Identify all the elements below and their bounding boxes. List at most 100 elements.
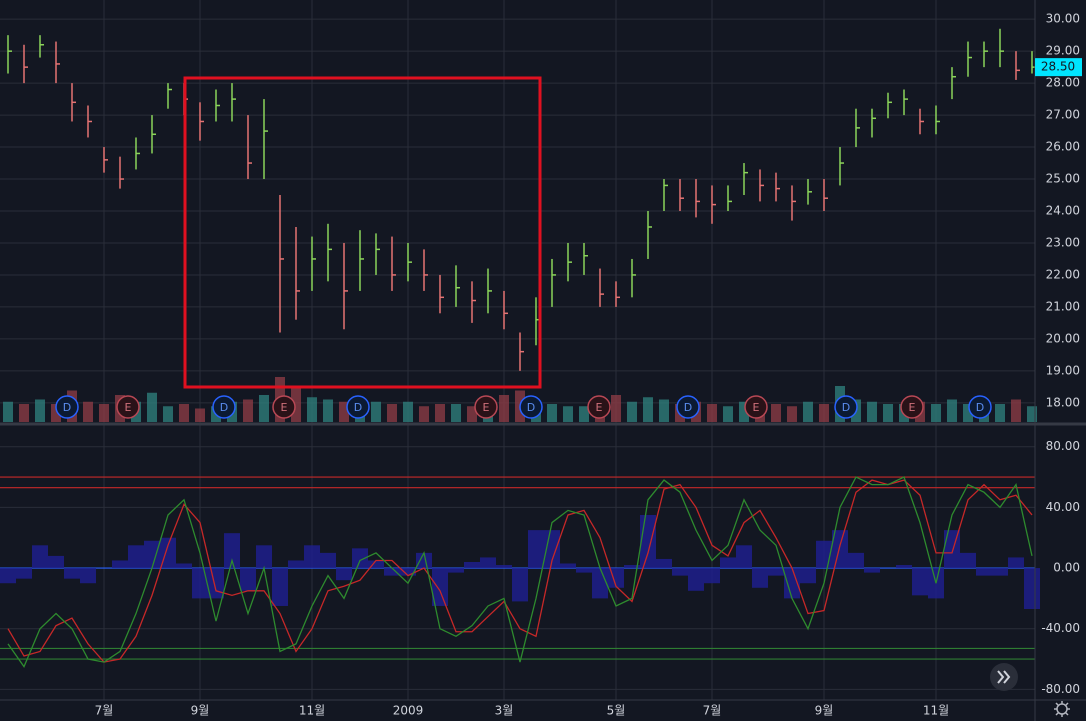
volume-bar bbox=[259, 395, 269, 422]
event-label: D bbox=[63, 401, 71, 414]
volume-bar bbox=[659, 399, 669, 422]
volume-bar bbox=[99, 404, 109, 422]
event-label: E bbox=[596, 401, 603, 414]
y-tick-label: 30.00 bbox=[1046, 12, 1080, 26]
volume-bar bbox=[739, 401, 749, 422]
y2-tick-label: 0.00 bbox=[1053, 561, 1080, 575]
volume-bar bbox=[179, 404, 189, 422]
histogram-bar bbox=[688, 568, 704, 591]
histogram-bar bbox=[656, 558, 672, 569]
event-label: D bbox=[842, 401, 850, 414]
histogram-bar bbox=[144, 540, 160, 569]
volume-bar bbox=[611, 395, 621, 422]
volume-bar bbox=[883, 404, 893, 422]
event-badge bbox=[116, 395, 140, 419]
histogram-bar bbox=[384, 568, 400, 576]
x-tick-label: 5월 bbox=[607, 704, 626, 718]
event-label: D bbox=[354, 401, 362, 414]
volume-bar bbox=[579, 406, 589, 422]
event-badge bbox=[900, 395, 924, 419]
event-badge bbox=[519, 395, 543, 419]
event-label: E bbox=[753, 401, 760, 414]
y-tick-label: 19.00 bbox=[1046, 363, 1080, 377]
event-badge bbox=[272, 395, 296, 419]
highlight-box bbox=[183, 76, 542, 389]
histogram-bar bbox=[592, 568, 608, 599]
volume-bar bbox=[323, 399, 333, 422]
event-badge bbox=[744, 395, 768, 419]
histogram-bar bbox=[80, 568, 96, 584]
histogram-bar bbox=[128, 545, 144, 569]
histogram-bar bbox=[720, 557, 736, 569]
volume-bar bbox=[1011, 399, 1021, 422]
volume-bar bbox=[435, 404, 445, 422]
event-label: E bbox=[281, 401, 288, 414]
event-label: D bbox=[684, 401, 692, 414]
volume-bar bbox=[307, 397, 317, 422]
histogram-bar bbox=[192, 568, 208, 599]
histogram-bar bbox=[432, 568, 448, 606]
x-tick-label: 2009 bbox=[393, 704, 424, 718]
volume-bar bbox=[35, 399, 45, 422]
histogram-bar bbox=[784, 568, 800, 599]
histogram-bar bbox=[528, 530, 544, 569]
settings-button[interactable] bbox=[1054, 701, 1070, 717]
histogram-bar bbox=[560, 563, 576, 569]
scroll-button[interactable] bbox=[990, 663, 1018, 691]
volume-bar bbox=[1027, 406, 1037, 422]
histogram-bar bbox=[800, 568, 816, 584]
histogram-bar bbox=[368, 560, 384, 569]
x-tick-label: 9월 bbox=[815, 704, 834, 718]
volume-bar bbox=[867, 401, 877, 422]
histogram-bar bbox=[288, 560, 304, 569]
x-tick-label: 3월 bbox=[495, 704, 514, 718]
volume-bar bbox=[995, 404, 1005, 422]
event-badge bbox=[968, 395, 992, 419]
histogram-bar bbox=[0, 568, 16, 584]
y2-tick-label: 40.00 bbox=[1046, 500, 1080, 514]
histogram-bar bbox=[736, 545, 752, 569]
histogram-bar bbox=[208, 568, 224, 599]
volume-bar bbox=[723, 406, 733, 422]
histogram-bar bbox=[976, 568, 992, 576]
current-price-box bbox=[1035, 58, 1082, 77]
x-tick-label: 11월 bbox=[923, 704, 949, 718]
volume-bar bbox=[243, 399, 253, 422]
histogram-bar bbox=[240, 568, 256, 591]
histogram-bar bbox=[480, 557, 496, 569]
histogram-bar bbox=[304, 545, 320, 569]
event-badge bbox=[346, 395, 370, 419]
volume-bar bbox=[771, 404, 781, 422]
volume-bar bbox=[499, 395, 509, 422]
histogram-bar bbox=[224, 533, 240, 569]
volume-bar bbox=[51, 404, 61, 422]
histogram-bar bbox=[512, 568, 528, 602]
histogram-bar bbox=[320, 552, 336, 569]
histogram-bar bbox=[1008, 557, 1024, 569]
volume-bar bbox=[339, 401, 349, 422]
histogram-bar bbox=[16, 568, 32, 579]
volume-bar bbox=[387, 404, 397, 422]
histogram-bar bbox=[416, 552, 432, 569]
y-tick-label: 24.00 bbox=[1046, 204, 1080, 218]
histogram-bar bbox=[160, 537, 176, 569]
volume-bar bbox=[931, 404, 941, 422]
event-label: E bbox=[483, 401, 490, 414]
event-label: D bbox=[527, 401, 535, 414]
volume-bar bbox=[195, 408, 205, 422]
volume-bar bbox=[291, 386, 301, 422]
event-badge bbox=[474, 395, 498, 419]
histogram-bar bbox=[1024, 568, 1040, 609]
histogram-bar bbox=[992, 568, 1008, 576]
histogram-bar bbox=[464, 561, 480, 569]
histogram-bar bbox=[448, 568, 464, 573]
histogram-bar bbox=[624, 565, 640, 569]
histogram-bar bbox=[32, 545, 48, 569]
volume-bar bbox=[803, 401, 813, 422]
volume-bar bbox=[83, 401, 93, 422]
histogram-bar bbox=[496, 565, 512, 569]
volume-bar bbox=[419, 406, 429, 422]
volume-bar bbox=[403, 401, 413, 422]
